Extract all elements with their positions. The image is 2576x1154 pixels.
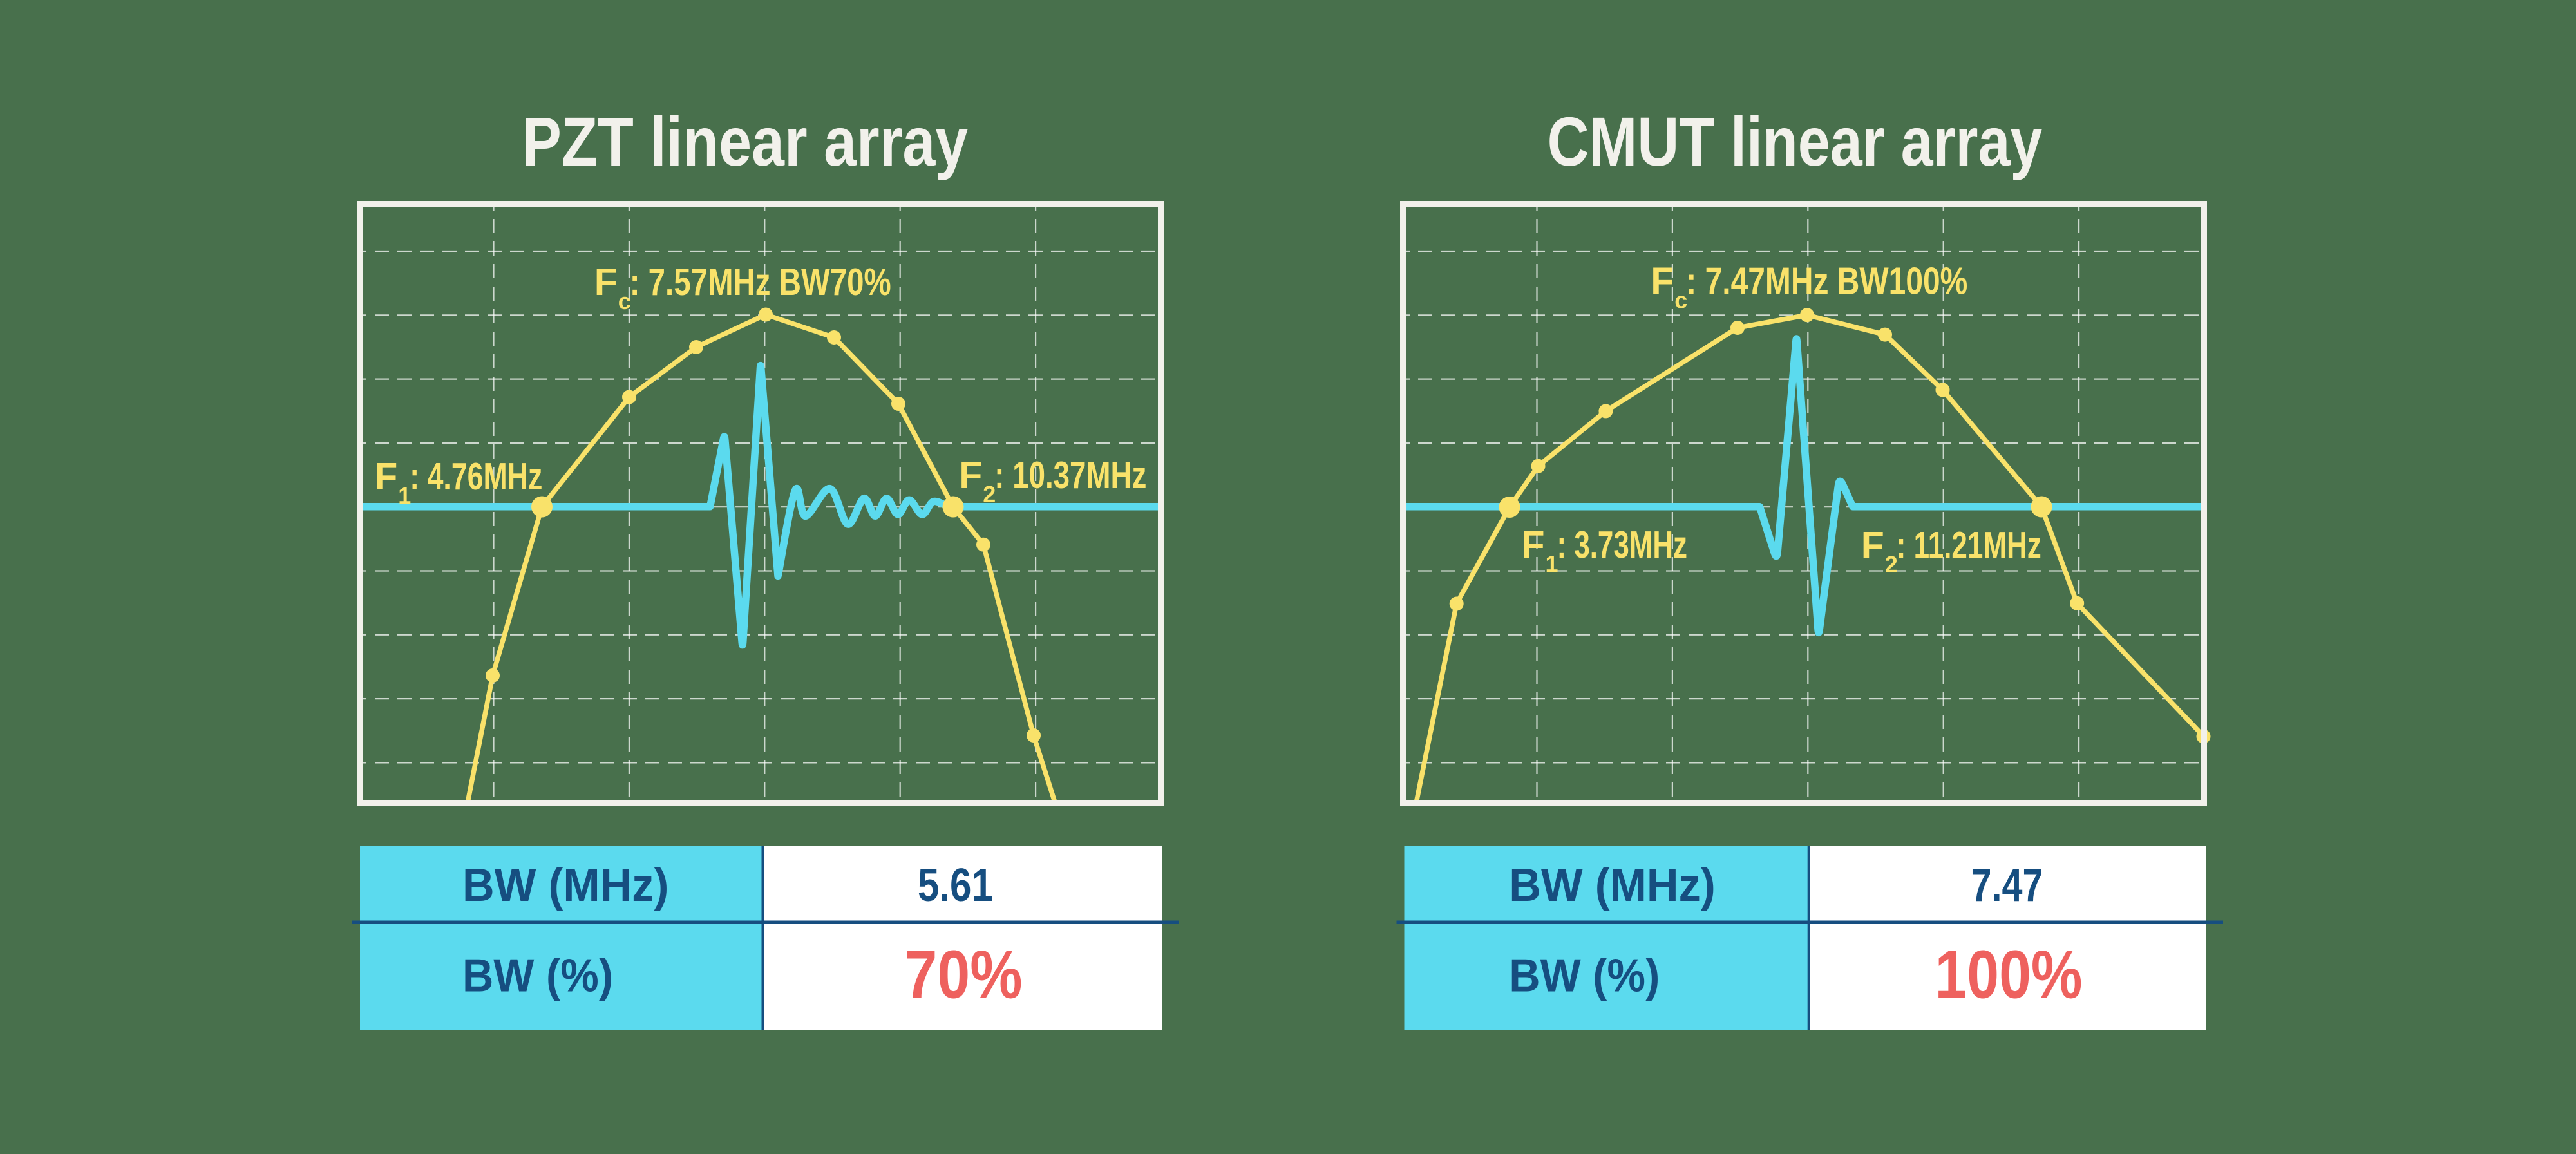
svg-text:2: 2: [1885, 551, 1898, 578]
svg-text:5.61: 5.61: [918, 860, 993, 911]
svg-text:BW (%): BW (%): [462, 950, 613, 1001]
svg-text:F: F: [1522, 524, 1545, 566]
svg-text:CMUT linear array: CMUT linear array: [1548, 102, 2043, 180]
svg-text:c: c: [1674, 287, 1687, 314]
svg-text:: 10.37MHz: : 10.37MHz: [994, 454, 1146, 497]
svg-text:2: 2: [983, 481, 996, 507]
svg-text:F: F: [959, 454, 982, 497]
svg-text:PZT linear array: PZT linear array: [522, 102, 969, 180]
svg-text:BW (%): BW (%): [1509, 950, 1660, 1001]
svg-text:: 4.76MHz: : 4.76MHz: [410, 455, 542, 498]
svg-text:7.47: 7.47: [1971, 860, 2043, 911]
svg-text:1: 1: [1546, 551, 1558, 577]
svg-text:F: F: [1861, 524, 1884, 567]
svg-text:F: F: [1651, 260, 1674, 303]
svg-text:: 3.73MHz: : 3.73MHz: [1557, 524, 1688, 566]
svg-text:1: 1: [398, 482, 411, 509]
svg-text:: 11.21MHz: : 11.21MHz: [1897, 524, 2041, 567]
svg-text:F: F: [374, 455, 397, 498]
svg-text:BW (MHz): BW (MHz): [462, 860, 668, 911]
svg-text:: 7.57MHz BW70%: : 7.57MHz BW70%: [630, 261, 891, 303]
svg-text:F: F: [594, 261, 618, 303]
svg-text:c: c: [618, 288, 631, 314]
svg-text:BW (MHz): BW (MHz): [1509, 860, 1715, 911]
svg-text:100%: 100%: [1935, 937, 2083, 1013]
svg-text:70%: 70%: [905, 937, 1023, 1013]
svg-text:: 7.47MHz BW100%: : 7.47MHz BW100%: [1686, 260, 1967, 303]
